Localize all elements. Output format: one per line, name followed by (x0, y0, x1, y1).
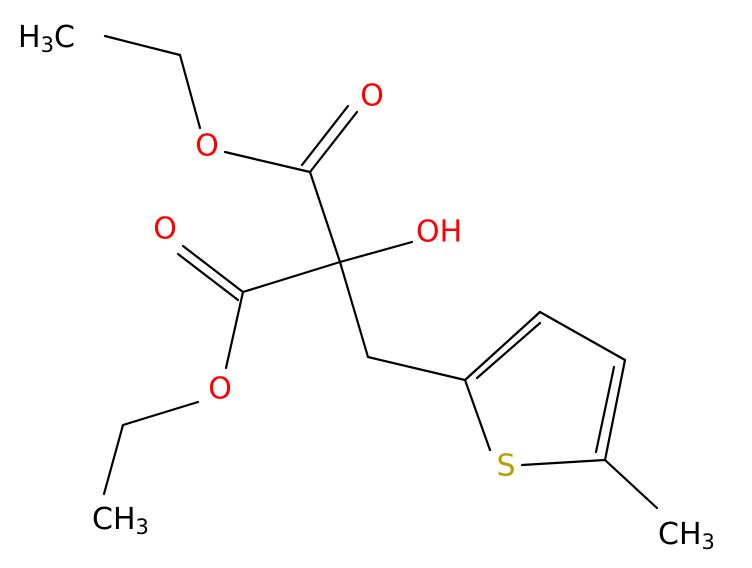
bond (463, 310, 542, 382)
subscript: 3 (702, 530, 715, 554)
atom-text: CH (92, 502, 136, 537)
bond (121, 400, 200, 427)
bond (176, 252, 240, 302)
atom-label: O (195, 129, 219, 164)
bond (463, 378, 492, 452)
bond (178, 53, 202, 130)
atom-text: C (54, 20, 75, 55)
bond (102, 423, 125, 496)
bond (300, 104, 350, 167)
bond (594, 365, 616, 454)
bond (338, 240, 414, 264)
bond (475, 321, 542, 380)
atom-label: CH3 (658, 517, 715, 555)
bond (224, 290, 245, 370)
atom-label: S (496, 449, 515, 484)
bonds (102, 34, 659, 510)
bond (181, 244, 245, 294)
bond (603, 358, 627, 462)
subscript: 3 (41, 33, 54, 57)
atom-text: H (18, 20, 41, 55)
atom-label: O (360, 79, 384, 114)
atom-label: CH3 (92, 502, 149, 540)
atom-text: CH (658, 517, 702, 552)
bond (338, 260, 370, 359)
bond (103, 34, 182, 57)
bond (308, 110, 359, 174)
bond (538, 310, 627, 362)
atom-label: H3C (18, 20, 75, 58)
bond (603, 458, 659, 510)
bond (520, 458, 607, 467)
bond (366, 355, 467, 382)
atom-label: O (208, 372, 232, 407)
bond (223, 150, 312, 174)
atom-label: O (153, 212, 177, 247)
bond (308, 170, 342, 264)
atom-label: OH (416, 215, 462, 250)
subscript: 3 (136, 515, 149, 539)
bond (241, 260, 342, 294)
